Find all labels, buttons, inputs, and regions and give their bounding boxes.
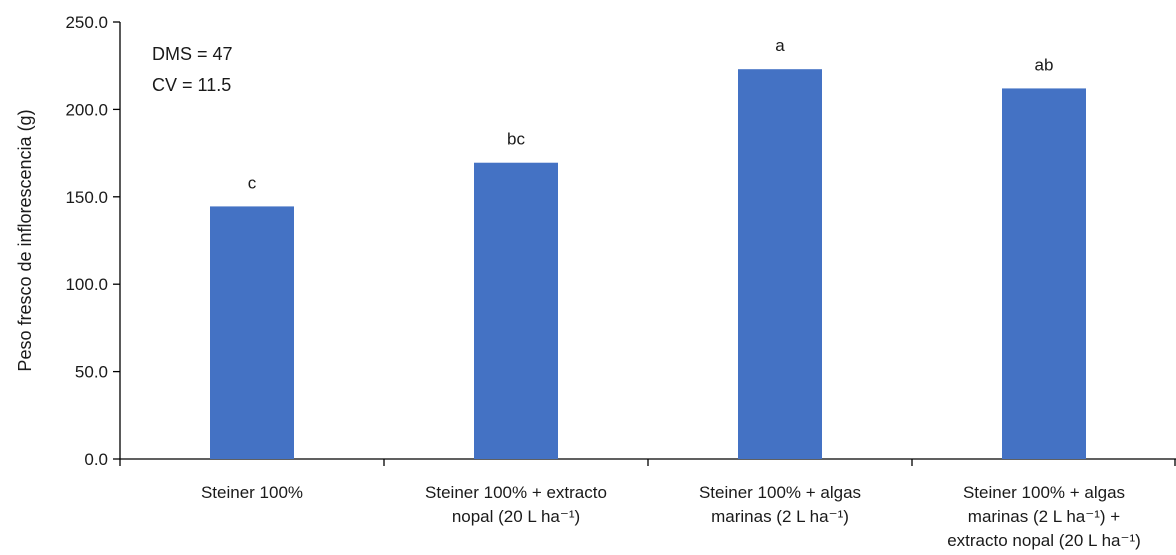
category-label: Steiner 100% + algas — [699, 483, 861, 502]
category-label: Steiner 100% — [201, 483, 303, 502]
bar-data-labels: c bc a ab — [248, 36, 1054, 192]
category-label: marinas (2 L ha⁻¹) + — [968, 507, 1120, 526]
stat-annotation: CV = 11.5 — [152, 75, 231, 95]
y-tick-label: 50.0 — [75, 363, 108, 382]
category-label: Steiner 100% + algas — [963, 483, 1125, 502]
category-label: Steiner 100% + extracto — [425, 483, 607, 502]
bar — [210, 206, 294, 459]
y-tick-label: 100.0 — [65, 275, 108, 294]
category-label: extracto nopal (20 L ha⁻¹) — [947, 531, 1141, 550]
stat-annotation: DMS = 47 — [152, 44, 233, 64]
stat-annotations: DMS = 47 CV = 11.5 — [152, 44, 233, 95]
bar-data-label: a — [775, 36, 785, 55]
category-labels: Steiner 100% Steiner 100% + extracto nopal… — [201, 483, 1141, 550]
y-tick-label: 250.0 — [65, 13, 108, 32]
bar — [1002, 88, 1086, 459]
bars — [210, 69, 1086, 460]
bar-data-label: ab — [1035, 55, 1054, 74]
category-label: marinas (2 L ha⁻¹) — [711, 507, 849, 526]
y-tick-label: 200.0 — [65, 100, 108, 119]
bar-data-label: bc — [507, 130, 525, 149]
x-axis — [119, 458, 1176, 466]
bar — [738, 69, 822, 460]
y-tick-label: 150.0 — [65, 188, 108, 207]
y-axis: 0.0 50.0 100.0 150.0 200.0 250.0 — [65, 13, 121, 469]
y-tick-label: 0.0 — [84, 450, 108, 469]
y-axis-title: Peso fresco de inflorescencia (g) — [15, 109, 35, 371]
category-label: nopal (20 L ha⁻¹) — [452, 507, 580, 526]
bar — [474, 162, 558, 460]
bar-data-label: c — [248, 173, 257, 192]
